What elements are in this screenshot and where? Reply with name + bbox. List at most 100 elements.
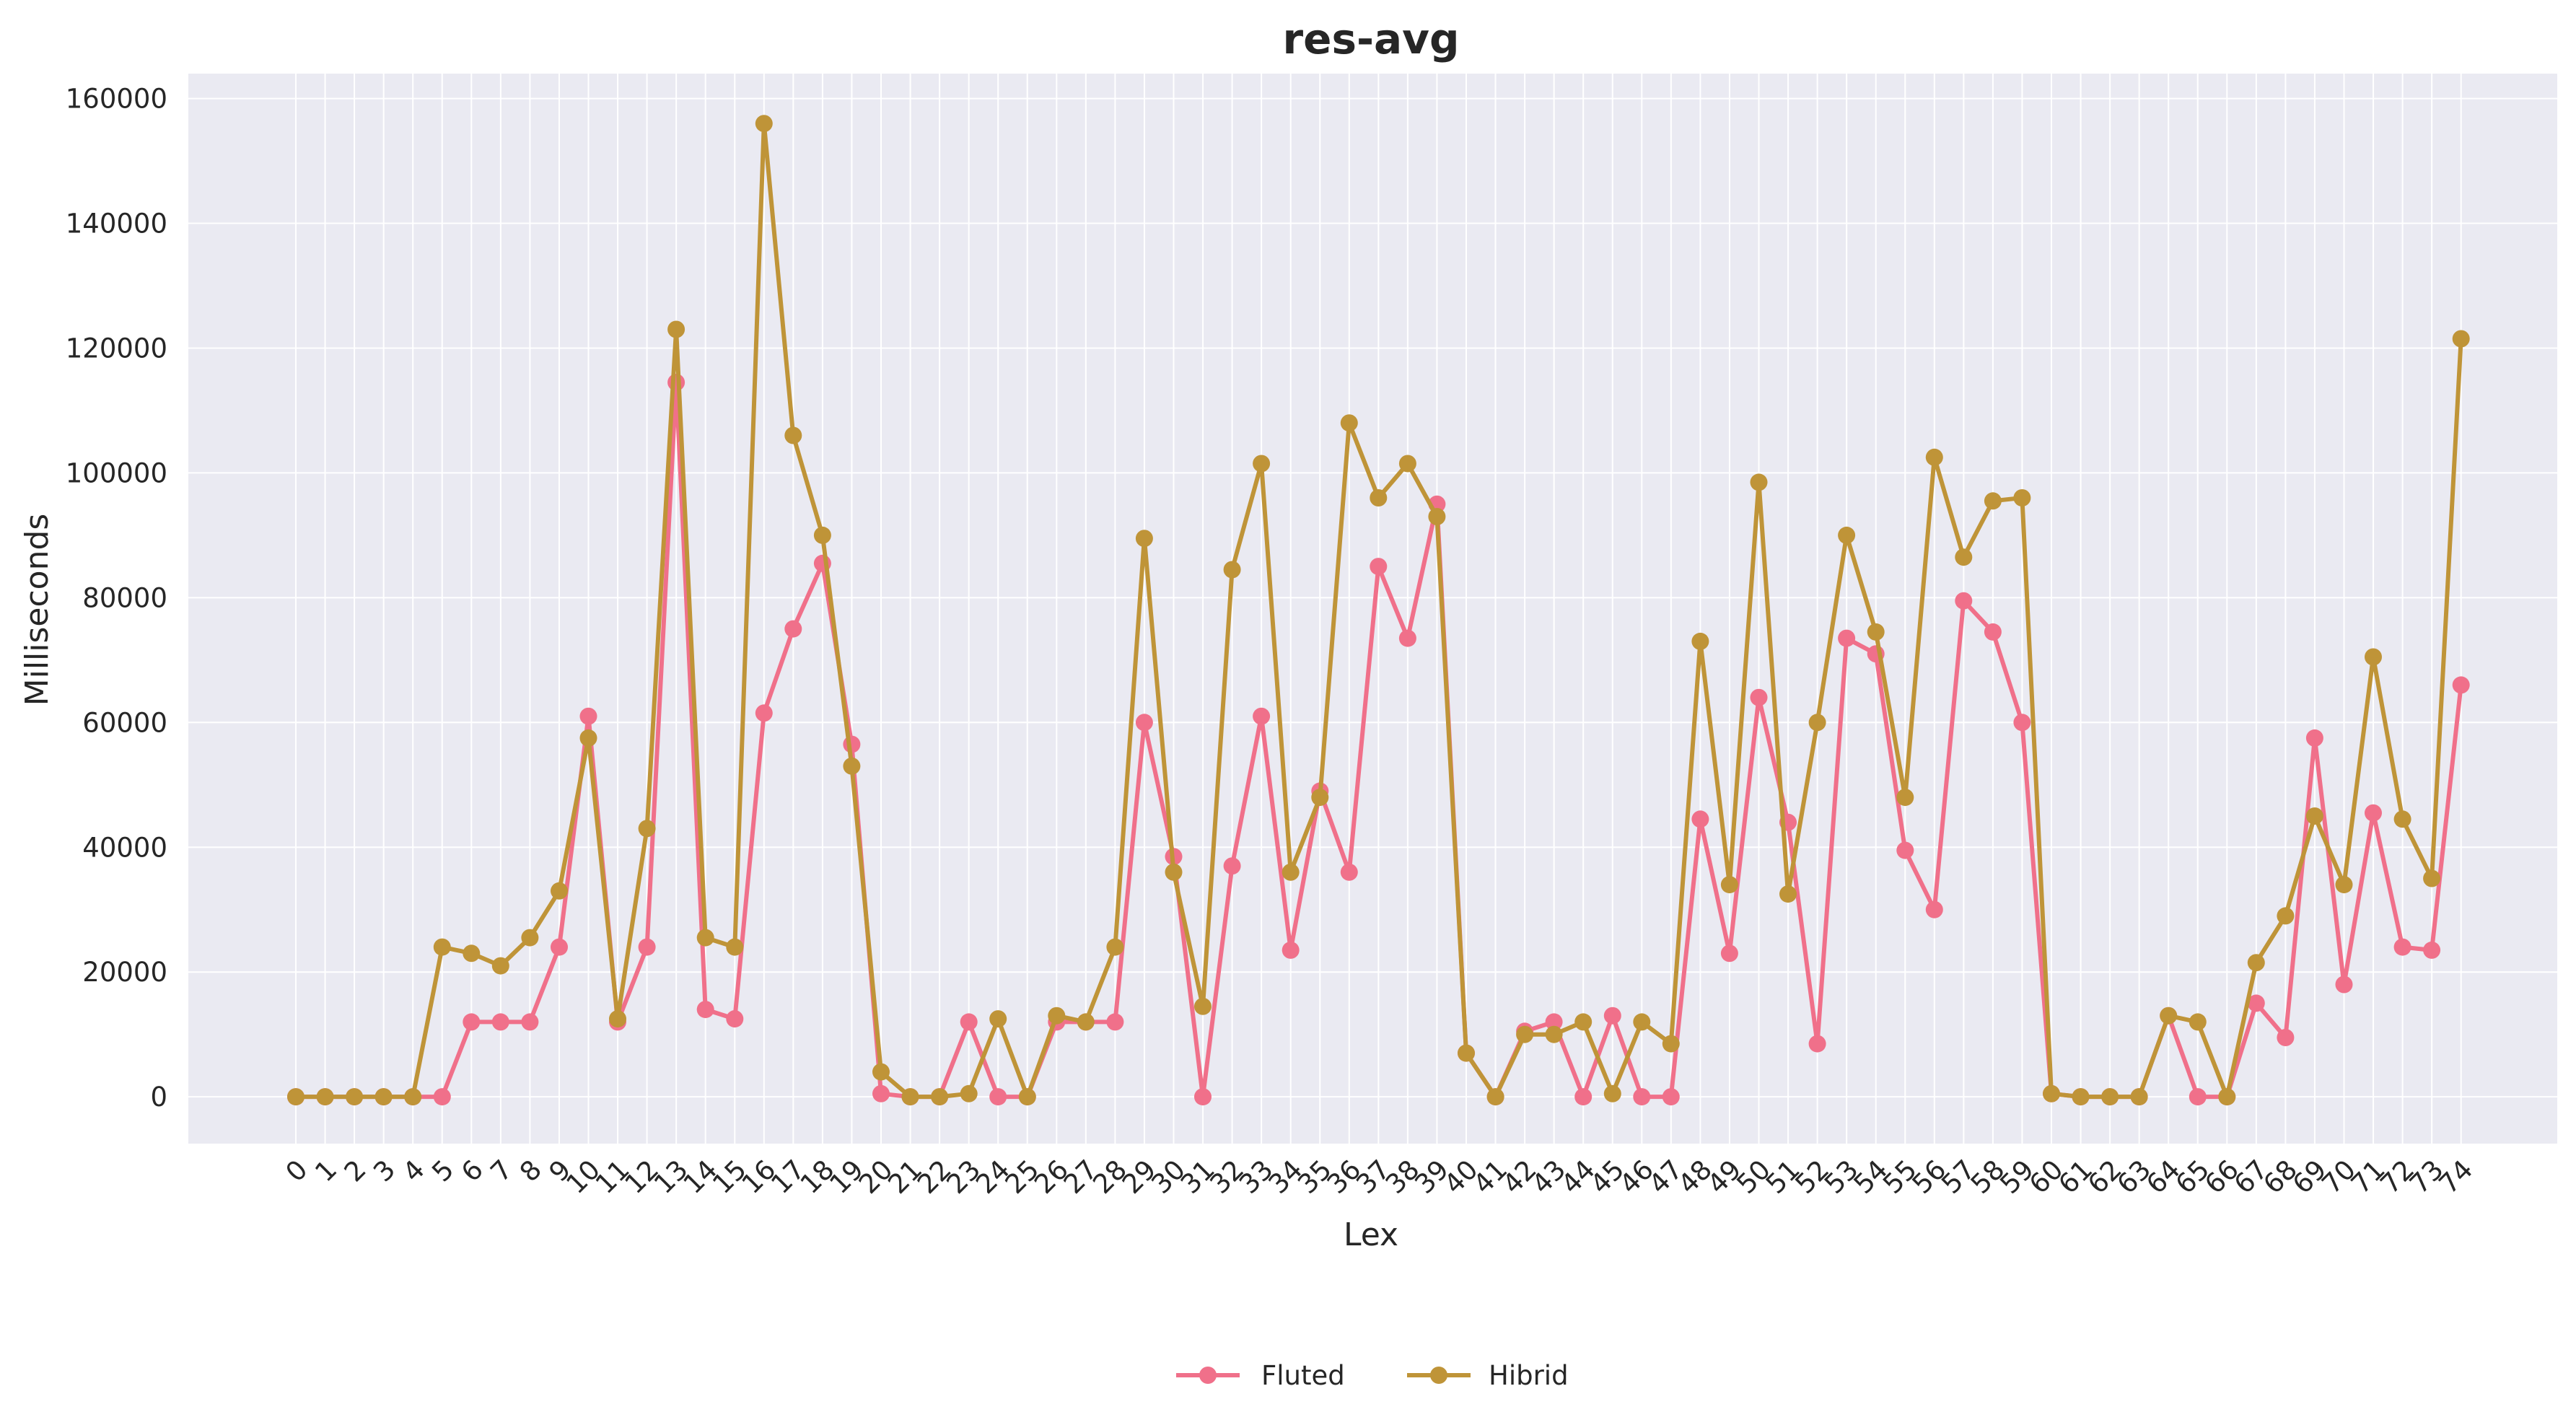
data-point <box>2277 907 2295 925</box>
data-point <box>784 426 802 444</box>
data-point <box>1545 1025 1563 1043</box>
data-point <box>374 1088 393 1106</box>
data-point <box>1194 1088 1212 1106</box>
data-point <box>463 1013 481 1031</box>
data-point <box>2452 330 2470 348</box>
data-point <box>404 1088 422 1106</box>
data-point <box>1808 714 1826 732</box>
data-point <box>1398 629 1416 647</box>
data-point <box>755 704 773 722</box>
data-point <box>960 1013 978 1031</box>
data-point <box>2013 714 2031 732</box>
data-point <box>2393 810 2411 828</box>
data-point <box>1545 1013 1563 1031</box>
y-tick-label: 60000 <box>82 707 167 738</box>
data-point <box>755 115 773 133</box>
data-point <box>491 1013 509 1031</box>
data-point <box>2423 941 2441 959</box>
data-point <box>1194 997 1212 1015</box>
data-point <box>1106 938 1124 956</box>
data-point <box>551 882 568 900</box>
y-axis-ticks: 0 20000 40000 60000 80000 100000 120000 140000 1… <box>66 84 167 1113</box>
x-tick-label: 74 <box>2433 1154 2479 1200</box>
data-point <box>1925 900 1943 918</box>
data-point <box>2043 1084 2060 1102</box>
data-point <box>521 1013 539 1031</box>
legend-item-fluted: Fluted <box>1176 1360 1345 1391</box>
y-tick-label: 80000 <box>82 582 167 613</box>
data-point <box>1370 558 1388 576</box>
data-point <box>1925 448 1943 466</box>
x-tick-label: 6 <box>455 1154 489 1188</box>
data-point <box>2189 1013 2207 1031</box>
data-point <box>1720 876 1738 894</box>
data-point <box>843 757 861 775</box>
data-point <box>667 374 685 391</box>
data-point <box>579 707 597 725</box>
data-point <box>1223 857 1241 875</box>
data-point <box>1633 1088 1651 1106</box>
data-point <box>2452 676 2470 694</box>
data-point <box>1955 592 1973 610</box>
data-point <box>1867 623 1885 641</box>
data-point <box>1896 789 1914 807</box>
data-point <box>2335 876 2353 894</box>
data-point <box>1048 1007 1066 1025</box>
data-point <box>1574 1088 1593 1106</box>
data-point <box>638 938 656 956</box>
x-tick-label: 7 <box>484 1154 518 1188</box>
data-point <box>638 820 656 838</box>
data-point <box>2189 1088 2207 1106</box>
x-axis-ticks: 0123456789101112131415161718192021222324… <box>280 1154 2479 1200</box>
data-point <box>1253 707 1271 725</box>
data-point <box>1662 1035 1680 1053</box>
data-point <box>696 929 714 947</box>
data-point <box>872 1063 890 1081</box>
data-point <box>2130 1088 2148 1106</box>
data-point <box>1106 1013 1124 1031</box>
data-point <box>1838 526 1856 544</box>
data-point <box>433 938 451 956</box>
data-point <box>1750 688 1768 706</box>
data-point <box>1282 863 1300 881</box>
data-point <box>2013 489 2031 507</box>
data-point <box>1603 1007 1621 1025</box>
y-tick-label: 160000 <box>66 84 167 115</box>
data-point <box>1311 789 1329 807</box>
data-point <box>491 957 509 975</box>
data-point <box>696 1001 714 1019</box>
data-point <box>1779 885 1797 903</box>
data-point <box>1223 561 1241 579</box>
data-point <box>1691 632 1709 650</box>
legend: Fluted Hibrid <box>1176 1360 1569 1391</box>
data-point <box>2160 1007 2178 1025</box>
data-point <box>2305 807 2323 825</box>
data-point <box>609 1010 626 1028</box>
y-tick-label: 100000 <box>66 457 167 488</box>
data-point <box>1018 1088 1036 1106</box>
data-point <box>989 1088 1007 1106</box>
data-point <box>1691 810 1709 828</box>
data-point <box>1955 548 1973 566</box>
data-point <box>2247 994 2265 1012</box>
x-tick-label: 5 <box>426 1154 460 1188</box>
data-point <box>1984 492 2002 510</box>
legend-item-hibrid: Hibrid <box>1407 1360 1569 1391</box>
data-point <box>1838 629 1856 647</box>
data-point <box>1720 944 1738 963</box>
data-point <box>784 620 802 638</box>
legend-swatch-marker <box>1199 1367 1217 1384</box>
legend-swatch-marker <box>1430 1367 1447 1384</box>
data-point <box>989 1010 1007 1028</box>
data-point <box>2101 1088 2119 1106</box>
data-point <box>1077 1013 1095 1031</box>
data-point <box>287 1088 305 1106</box>
data-point <box>2218 1088 2236 1106</box>
data-point <box>1458 1044 1475 1062</box>
data-point <box>1603 1084 1621 1102</box>
data-point <box>433 1088 451 1106</box>
data-point <box>1428 508 1446 525</box>
data-point <box>521 929 539 947</box>
legend-label: Hibrid <box>1489 1360 1569 1391</box>
